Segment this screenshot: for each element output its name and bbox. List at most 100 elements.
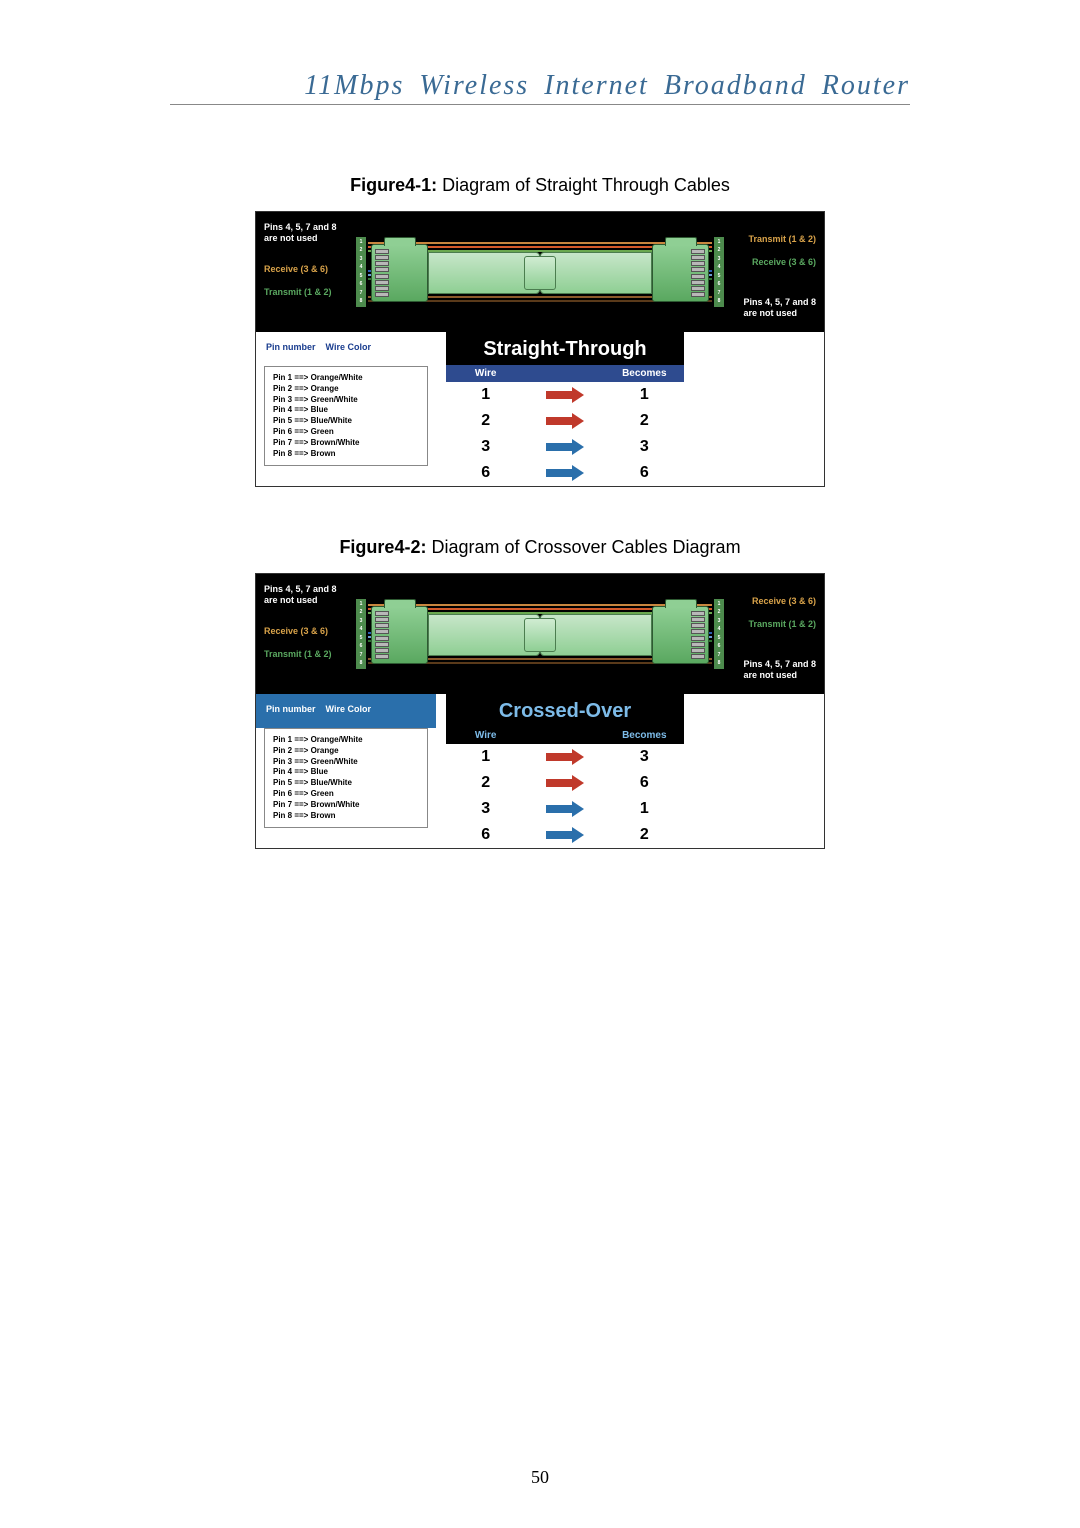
figure-caption-label: Figure4-2: — [339, 537, 426, 557]
arrow-icon — [525, 415, 604, 427]
page: 11Mbps Wireless Internet Broadband Route… — [0, 0, 1080, 1528]
mapping-header-row: Wire Becomes — [446, 365, 684, 382]
pin-number-strip: 12345678 — [714, 237, 724, 307]
figure-caption-label: Figure4-1: — [350, 175, 437, 195]
arrow-icon — [525, 751, 604, 763]
mapping-from: 3 — [446, 800, 525, 818]
pin-legend-body: Pin 1 ==> Orange/WhitePin 2 ==> OrangePi… — [264, 728, 428, 828]
figure-box: Pins 4, 5, 7 and 8 are not used Receive (… — [255, 573, 825, 849]
mapping-row: 13 — [446, 744, 684, 770]
rj45-connector — [652, 606, 709, 664]
pin-color-entry: Pin 4 ==> Blue — [273, 767, 419, 778]
arrow-icon — [525, 467, 604, 479]
document-header: 11Mbps Wireless Internet Broadband Route… — [170, 70, 910, 105]
mapping-header-wire: Wire — [446, 365, 525, 382]
label-receive-left: Receive (3 & 6) — [264, 626, 328, 637]
pin-legend-header: Pin number Wire Color — [256, 694, 436, 728]
pin-color-entry: Pin 3 ==> Green/White — [273, 757, 419, 768]
cable-joint — [524, 256, 556, 290]
pin-mapping-table: Crossed-OverWireBecomes13263162 — [446, 694, 684, 848]
label-pins-unused-right: Pins 4, 5, 7 and 8 are not used — [743, 297, 816, 319]
mapping-header-becomes: Becomes — [605, 727, 684, 744]
mapping-from: 6 — [446, 826, 525, 844]
mapping-to: 1 — [605, 800, 684, 818]
pin-legend-body: Pin 1 ==> Orange/WhitePin 2 ==> OrangePi… — [264, 366, 428, 466]
figure-caption: Figure4-2: Diagram of Crossover Cables D… — [170, 537, 910, 558]
arrow-icon — [525, 777, 604, 789]
rj45-connector — [371, 606, 428, 664]
mapping-row: 31 — [446, 796, 684, 822]
pin-color-entry: Pin 5 ==> Blue/White — [273, 778, 419, 789]
mapping-from: 2 — [446, 412, 525, 430]
mapping-from: 3 — [446, 438, 525, 456]
pin-color-entry: Pin 4 ==> Blue — [273, 405, 419, 416]
mapping-to: 1 — [605, 386, 684, 404]
rj45-connector — [371, 244, 428, 302]
pin-color-entry: Pin 7 ==> Brown/White — [273, 800, 419, 811]
mapping-row: 62 — [446, 822, 684, 848]
label-pins-unused-left: Pins 4, 5, 7 and 8 are not used — [264, 584, 337, 606]
mapping-title: Straight-Through — [446, 332, 684, 365]
pin-color-entry: Pin 8 ==> Brown — [273, 811, 419, 822]
arrow-icon — [525, 829, 604, 841]
pin-mapping-table: Straight-ThroughWireBecomes11223366 — [446, 332, 684, 486]
mapping-to: 6 — [605, 464, 684, 482]
mapping-header-becomes: Becomes — [605, 365, 684, 382]
pin-color-legend: Pin number Wire ColorPin 1 ==> Orange/Wh… — [256, 332, 436, 480]
pin-color-entry: Pin 7 ==> Brown/White — [273, 438, 419, 449]
label-mid-right: Transmit (1 & 2) — [748, 619, 816, 630]
pin-color-entry: Pin 2 ==> Orange — [273, 384, 419, 395]
mapping-title: Crossed-Over — [446, 694, 684, 727]
figure-caption-text: Diagram of Straight Through Cables — [437, 175, 730, 195]
mapping-to: 3 — [605, 748, 684, 766]
mapping-header-row: Wire Becomes — [446, 727, 684, 744]
cable-body — [540, 252, 652, 294]
pin-number-strip: 12345678 — [356, 599, 366, 669]
connector-panel: Pins 4, 5, 7 and 8 are not used Receive (… — [256, 212, 824, 332]
mapping-from: 2 — [446, 774, 525, 792]
pin-color-entry: Pin 1 ==> Orange/White — [273, 735, 419, 746]
mapping-row: 66 — [446, 460, 684, 486]
mapping-from: 6 — [446, 464, 525, 482]
rj45-connector — [652, 244, 709, 302]
figure-caption-text: Diagram of Crossover Cables Diagram — [426, 537, 740, 557]
pin-color-entry: Pin 6 ==> Green — [273, 427, 419, 438]
figure-box: Pins 4, 5, 7 and 8 are not used Receive (… — [255, 211, 825, 487]
arrow-icon — [525, 389, 604, 401]
cable-body — [540, 614, 652, 656]
mapping-row: 22 — [446, 408, 684, 434]
figures-container: Figure4-1: Diagram of Straight Through C… — [170, 175, 910, 849]
pin-number-strip: 12345678 — [714, 599, 724, 669]
label-transmit-left: Transmit (1 & 2) — [264, 649, 332, 660]
mapping-area: Pin number Wire ColorPin 1 ==> Orange/Wh… — [256, 332, 824, 486]
cable-joint — [524, 618, 556, 652]
pin-color-entry: Pin 1 ==> Orange/White — [273, 373, 419, 384]
connector-panel: Pins 4, 5, 7 and 8 are not used Receive (… — [256, 574, 824, 694]
label-transmit-left: Transmit (1 & 2) — [264, 287, 332, 298]
label-top-right: Transmit (1 & 2) — [748, 234, 816, 245]
mapping-row: 26 — [446, 770, 684, 796]
mapping-from: 1 — [446, 748, 525, 766]
pin-color-legend: Pin number Wire ColorPin 1 ==> Orange/Wh… — [256, 694, 436, 842]
label-receive-left: Receive (3 & 6) — [264, 264, 328, 275]
figure-caption: Figure4-1: Diagram of Straight Through C… — [170, 175, 910, 196]
label-pins-unused-left: Pins 4, 5, 7 and 8 are not used — [264, 222, 337, 244]
mapping-to: 3 — [605, 438, 684, 456]
label-top-right: Receive (3 & 6) — [752, 596, 816, 607]
label-mid-right: Receive (3 & 6) — [752, 257, 816, 268]
mapping-area: Pin number Wire ColorPin 1 ==> Orange/Wh… — [256, 694, 824, 848]
mapping-to: 2 — [605, 826, 684, 844]
mapping-row: 11 — [446, 382, 684, 408]
arrow-icon — [525, 441, 604, 453]
mapping-to: 2 — [605, 412, 684, 430]
pin-number-strip: 12345678 — [356, 237, 366, 307]
pin-color-entry: Pin 8 ==> Brown — [273, 449, 419, 460]
label-pins-unused-right: Pins 4, 5, 7 and 8 are not used — [743, 659, 816, 681]
pin-color-entry: Pin 3 ==> Green/White — [273, 395, 419, 406]
page-number: 50 — [0, 1467, 1080, 1488]
mapping-header-wire: Wire — [446, 727, 525, 744]
pin-color-entry: Pin 6 ==> Green — [273, 789, 419, 800]
pin-legend-header: Pin number Wire Color — [256, 332, 436, 366]
mapping-to: 6 — [605, 774, 684, 792]
mapping-row: 33 — [446, 434, 684, 460]
